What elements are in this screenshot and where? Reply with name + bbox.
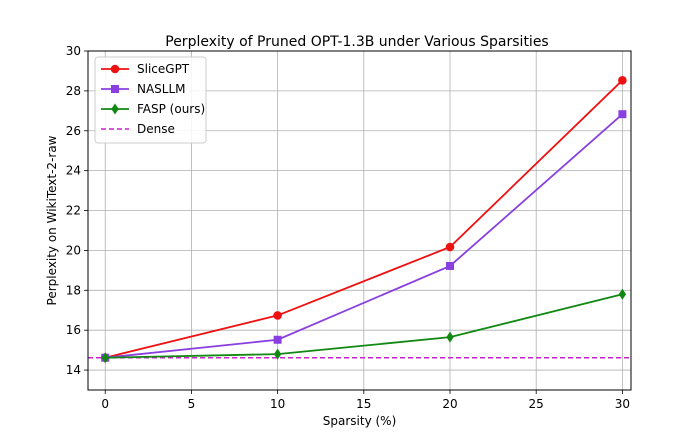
- y-tick-label: 20: [66, 243, 81, 257]
- series-line-fasp-ours: [105, 293, 623, 359]
- y-tick-label: 16: [66, 323, 81, 337]
- legend-item-dense: Dense: [101, 122, 175, 136]
- data-point-nasllm: [446, 261, 454, 270]
- y-tick-label: 28: [66, 84, 81, 98]
- series-line-nasllm: [105, 113, 623, 359]
- data-point-fasp-ours: [618, 288, 627, 300]
- data-point-nasllm: [618, 110, 627, 119]
- data-point-fasp-ours: [446, 331, 454, 343]
- legend-label-slicegpt: SliceGPT: [137, 62, 190, 76]
- y-tick-label: 14: [66, 363, 81, 377]
- data-point-slicegpt: [445, 242, 455, 252]
- legend-item-slicegpt: SliceGPT: [101, 62, 190, 76]
- y-tick-label: 24: [66, 164, 81, 178]
- chart-title: Perplexity of Pruned OPT-1.3B under Vari…: [165, 34, 548, 50]
- y-tick-label: 18: [66, 283, 81, 297]
- x-tick-label: 5: [188, 397, 196, 411]
- legend: SliceGPT NASLLM FASP (ours) Dense: [94, 56, 207, 144]
- legend-marker-fasp-ours: [111, 103, 119, 115]
- x-tick-label: 0: [101, 397, 109, 411]
- axis-ticks: 0 5 10 15 20 25 30 14 16 18 20 22 24 26 28 30: [66, 44, 630, 411]
- legend-box: [94, 56, 207, 144]
- legend-marker-nasllm: [111, 85, 119, 93]
- x-tick-label: 20: [442, 397, 457, 411]
- legend-marker-slicegpt: [110, 64, 120, 74]
- data-point-nasllm: [273, 335, 282, 344]
- series-fasp-ours: [101, 288, 627, 364]
- x-tick-label: 25: [529, 397, 544, 411]
- y-axis-title: Perplexity on WikiText-2-raw: [45, 135, 59, 305]
- legend-label-nasllm: NASLLM: [137, 82, 186, 96]
- plot-area-frame: [87, 50, 632, 391]
- legend-item-nasllm: NASLLM: [101, 82, 186, 96]
- data-point-fasp-ours: [273, 348, 282, 360]
- y-tick-label: 30: [66, 44, 81, 58]
- series-line-slicegpt: [105, 79, 624, 359]
- x-axis-title: Sparsity (%): [323, 414, 397, 428]
- data-point-slicegpt: [273, 311, 282, 320]
- data-point-fasp-ours: [101, 352, 109, 364]
- data-point-slicegpt: [618, 76, 627, 85]
- legend-item-fasp-ours: FASP (ours): [101, 102, 205, 116]
- series-layer: [100, 76, 627, 364]
- x-tick-label: 15: [356, 397, 371, 411]
- y-tick-label: 26: [66, 124, 81, 138]
- y-tick-label: 22: [66, 204, 81, 218]
- x-tick-label: 30: [615, 397, 630, 411]
- x-tick-label: 10: [270, 397, 285, 411]
- legend-label-dense: Dense: [137, 122, 175, 136]
- legend-label-fasp-ours: FASP (ours): [137, 102, 205, 116]
- grid: [88, 50, 631, 390]
